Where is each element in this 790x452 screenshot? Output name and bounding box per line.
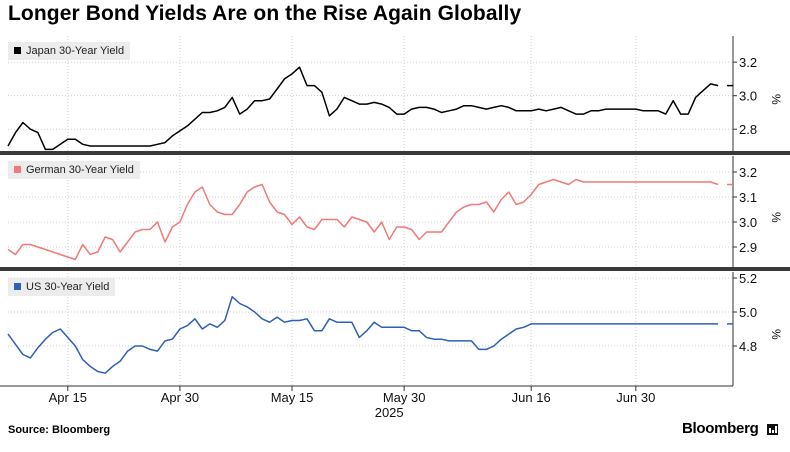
japan-30-year-yield-y-tick-label: 3.0 (739, 89, 757, 104)
x-tick-label: Jun 16 (512, 390, 551, 405)
us-30-year-yield-unit-label: % (769, 329, 783, 340)
legend-us: US 30-Year Yield (8, 278, 116, 296)
japan-30-year-yield-y-tick-label: 3.2 (739, 55, 757, 70)
us-30-year-yield-series-line (7, 295, 719, 374)
legend-german: German 30-Year Yield (8, 161, 140, 179)
german-30-year-yield-series-line (7, 178, 719, 261)
us-30-year-yield-y-tick-label: 5.0 (739, 305, 757, 320)
panel-divider (0, 267, 790, 271)
legend-label-japan: Japan 30-Year Yield (26, 45, 125, 57)
legend-swatch-japan (14, 47, 21, 54)
german-30-year-yield-y-tick-label: 3.2 (739, 165, 757, 180)
japan-30-year-yield-series-line (7, 66, 719, 151)
panel-divider (0, 151, 790, 155)
german-30-year-yield-y-tick-label: 3.0 (739, 215, 757, 230)
legend-swatch-german (14, 166, 21, 173)
us-30-year-yield-y-tick-label: 5.2 (739, 271, 757, 286)
source-note: Source: Bloomberg (8, 424, 111, 436)
german-30-year-yield-y-tick-label: 2.9 (739, 240, 757, 255)
german-30-year-yield-unit-label: % (769, 212, 783, 223)
x-year-label: 2025 (375, 405, 404, 420)
bloomberg-terminal-icon (767, 424, 778, 435)
brand-logo: Bloomberg (682, 420, 759, 437)
legend-japan: Japan 30-Year Yield (8, 42, 131, 60)
german-30-year-yield-y-tick-label: 3.1 (739, 190, 757, 205)
x-tick-label: May 15 (271, 390, 314, 405)
x-tick-label: Apr 30 (161, 390, 199, 405)
us-30-year-yield-y-tick-label: 4.8 (739, 339, 757, 354)
legend-label-us: US 30-Year Yield (26, 281, 110, 293)
japan-30-year-yield-unit-label: % (769, 94, 783, 105)
x-tick-label: Jun 30 (616, 390, 655, 405)
japan-30-year-yield-y-tick-label: 2.8 (739, 122, 757, 137)
chart-title: Longer Bond Yields Are on the Rise Again… (8, 2, 522, 25)
x-tick-label: May 30 (383, 390, 426, 405)
legend-label-german: German 30-Year Yield (26, 164, 134, 176)
legend-swatch-us (14, 283, 21, 290)
x-tick-label: Apr 15 (49, 390, 87, 405)
